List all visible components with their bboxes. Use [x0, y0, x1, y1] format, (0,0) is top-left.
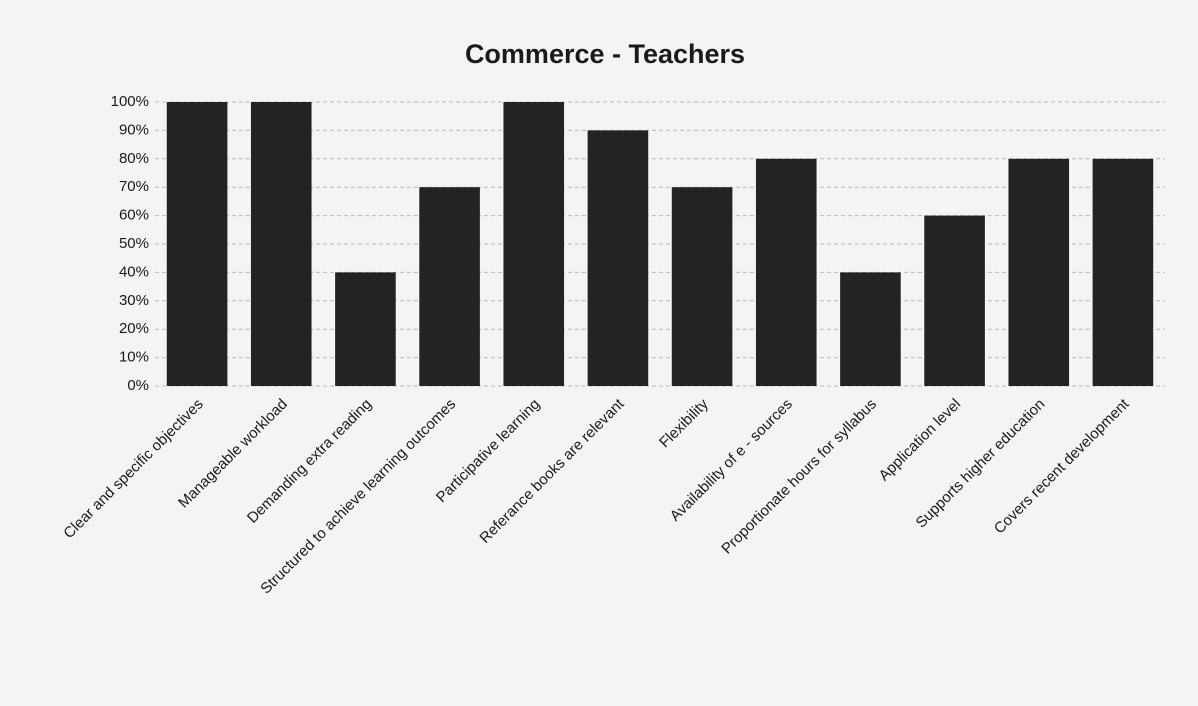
chart-title: Commerce - Teachers	[465, 39, 745, 69]
y-tick-label: 50%	[119, 235, 149, 252]
bar	[335, 272, 396, 386]
bar	[587, 130, 649, 386]
bar	[924, 215, 985, 386]
y-tick-label: 40%	[119, 263, 149, 280]
bar	[1008, 158, 1070, 386]
y-tick-label: 30%	[119, 292, 149, 309]
bar	[840, 272, 901, 386]
bar	[755, 158, 817, 386]
bar	[166, 102, 228, 386]
bar	[671, 187, 733, 386]
y-tick-label: 70%	[119, 178, 149, 195]
y-tick-label: 60%	[119, 207, 149, 224]
y-tick-label: 100%	[111, 93, 149, 110]
y-tick-label: 90%	[119, 121, 149, 138]
bar	[419, 187, 480, 386]
y-tick-label: 0%	[127, 377, 149, 394]
bar	[503, 102, 565, 386]
bar	[250, 102, 312, 386]
y-tick-label: 20%	[119, 320, 149, 337]
y-tick-label: 10%	[119, 349, 149, 366]
bar	[1092, 158, 1154, 386]
y-tick-label: 80%	[119, 150, 149, 167]
